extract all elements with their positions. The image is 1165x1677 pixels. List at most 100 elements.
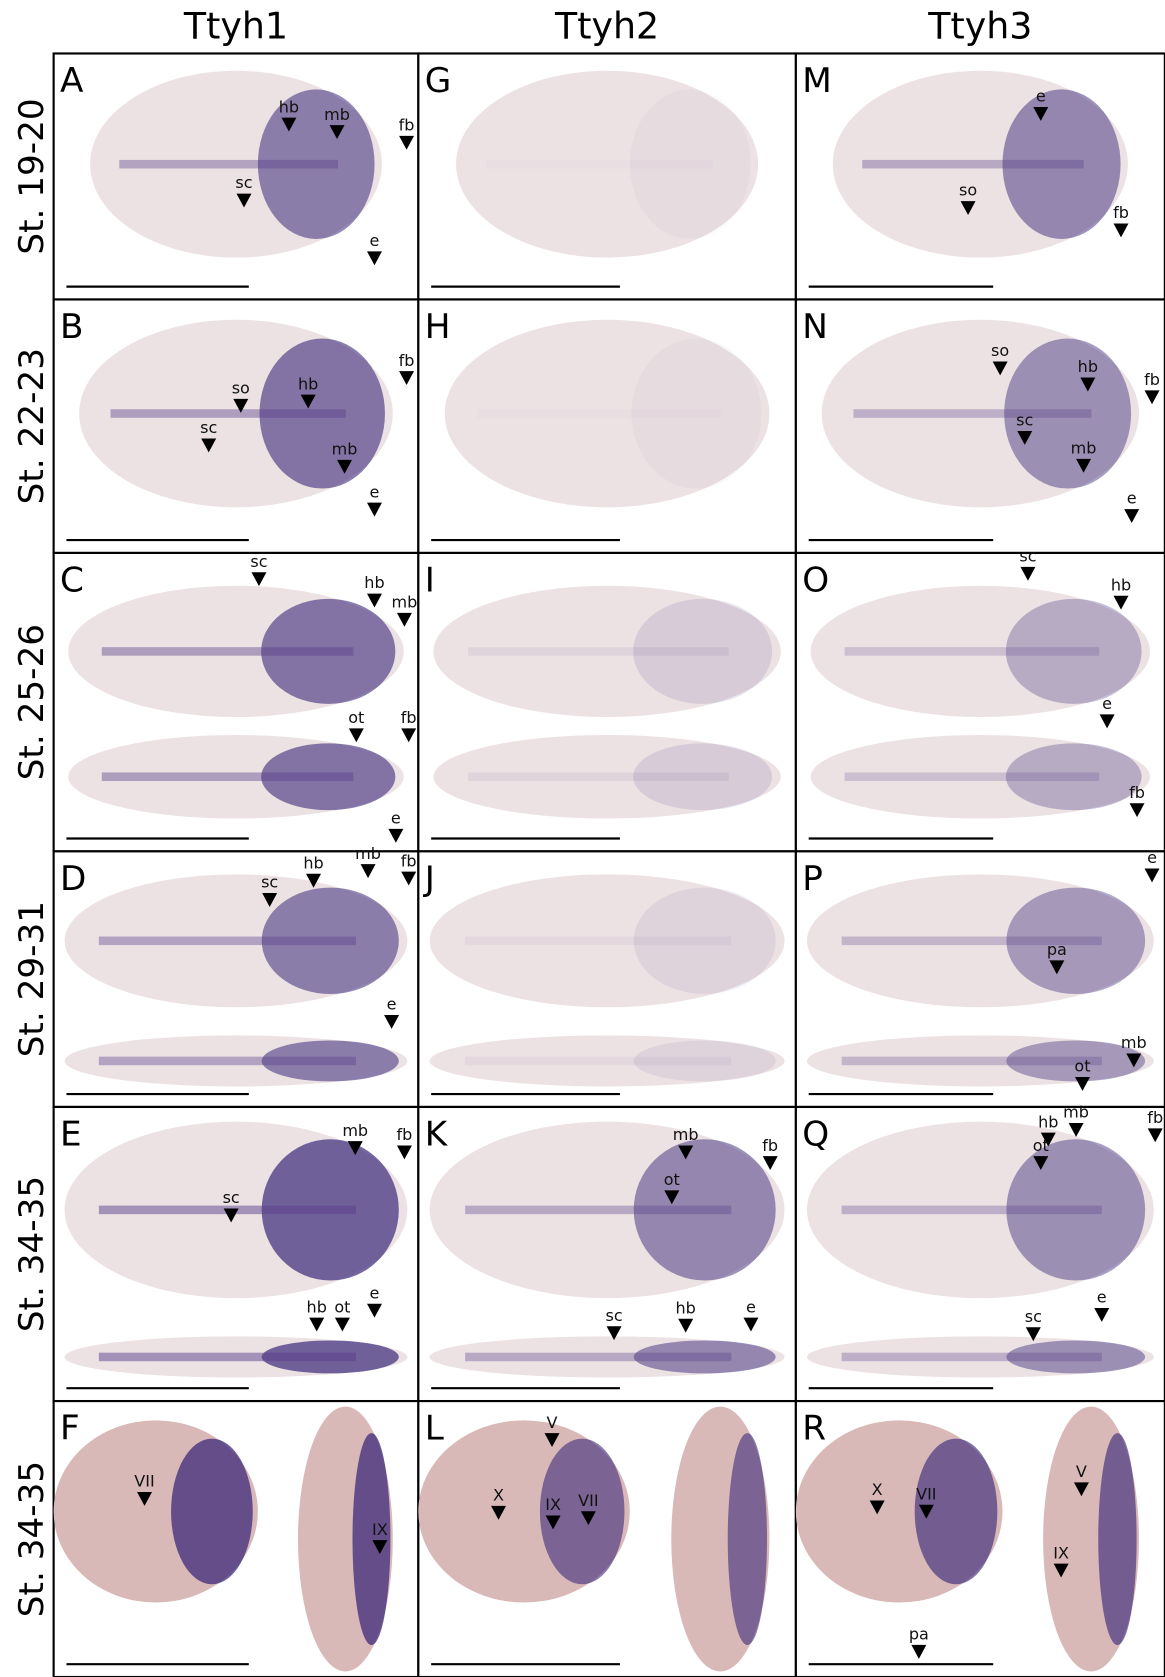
row-label: St. 25-26 (12, 624, 52, 780)
annotation: ot (1033, 1136, 1049, 1155)
stain-axis (465, 1057, 731, 1066)
annotation: fb (762, 1136, 778, 1155)
column-header: Ttyh2 (554, 5, 659, 48)
annotation: e (1127, 489, 1137, 508)
annotation: sc (605, 1306, 622, 1325)
stain-axis (99, 1353, 356, 1362)
annotation: fb (1113, 203, 1129, 222)
figure: Ttyh1Ttyh2Ttyh3St. 19-20St. 22-23St. 25-… (0, 0, 1165, 1677)
annotation: fb (1144, 370, 1160, 389)
stain-axis (486, 160, 713, 169)
annotation: IX (1053, 1543, 1069, 1562)
stain-axis (99, 937, 356, 946)
annotation: fb (397, 1125, 413, 1144)
panel-letter: F (60, 1409, 80, 1449)
stain (353, 1433, 391, 1645)
stain-axis (845, 647, 1100, 656)
panel-letter: G (425, 61, 452, 101)
annotation: ot (348, 708, 364, 727)
annotation: ot (1074, 1057, 1090, 1076)
stain-axis (119, 160, 338, 169)
panel-letter: O (802, 560, 829, 600)
annotation: mb (332, 440, 358, 459)
stain-axis (111, 409, 346, 418)
panel-letter: B (60, 307, 83, 347)
annotation: hb (676, 1298, 696, 1317)
annotation: e (391, 809, 401, 828)
stain-axis (99, 1057, 356, 1066)
panel-letter: M (802, 61, 832, 101)
annotation: IX (372, 1520, 388, 1539)
annotation: VII (578, 1491, 598, 1510)
annotation: hb (279, 97, 299, 116)
annotation: sc (261, 873, 278, 892)
annotation: mb (1121, 1033, 1147, 1052)
stain-axis (853, 409, 1091, 418)
annotation: mb (1063, 1103, 1089, 1122)
annotation: X (493, 1486, 504, 1505)
annotation: sc (1019, 546, 1036, 565)
panel-letter: L (425, 1409, 444, 1449)
annotation: mb (1071, 438, 1097, 457)
row-label: St. 29-31 (12, 901, 52, 1057)
row-label: St. 34-35 (12, 1461, 52, 1617)
annotation: ot (334, 1297, 350, 1316)
panel-letter: J (423, 859, 435, 899)
annotation: fb (399, 115, 415, 134)
panel-letter: I (425, 560, 435, 600)
annotation: pa (909, 1625, 929, 1644)
annotation: e (746, 1297, 756, 1316)
annotation: sc (235, 173, 252, 192)
stain-axis (845, 772, 1100, 781)
stain-axis (102, 647, 354, 656)
panel-letter: A (60, 61, 84, 101)
annotation: V (1076, 1462, 1087, 1481)
annotation: mb (355, 844, 381, 863)
stain-axis (842, 1206, 1102, 1215)
annotation: ot (664, 1170, 680, 1189)
annotation: fb (399, 351, 415, 370)
annotation: mb (392, 592, 418, 611)
annotation: hb (303, 853, 323, 872)
annotation: sc (1016, 411, 1033, 430)
annotation: sc (1025, 1307, 1042, 1326)
annotation: e (1147, 848, 1157, 867)
annotation: e (370, 482, 380, 501)
annotation: e (1097, 1288, 1107, 1307)
panel-letter: H (425, 307, 451, 347)
stain-axis (477, 409, 721, 418)
annotation: mb (673, 1125, 699, 1144)
stain (728, 1433, 767, 1645)
annotation: e (370, 1283, 380, 1302)
annotation: sc (223, 1188, 240, 1207)
annotation: fb (1129, 783, 1145, 802)
stain-axis (465, 937, 731, 946)
annotation: so (959, 181, 977, 200)
stain-axis (465, 1353, 731, 1362)
annotation: e (370, 231, 380, 250)
annotation: sc (250, 552, 267, 571)
stain-axis (842, 1353, 1102, 1362)
annotation: V (547, 1413, 558, 1432)
annotation: mb (324, 105, 350, 124)
annotation: hb (1078, 357, 1098, 376)
stain-axis (468, 772, 729, 781)
annotation: hb (298, 374, 318, 393)
annotation: fb (401, 851, 417, 870)
annotation: fb (1147, 1108, 1163, 1127)
annotation: sc (200, 418, 217, 437)
annotation: so (232, 379, 250, 398)
annotation: hb (1038, 1112, 1058, 1131)
stain-axis (465, 1206, 731, 1215)
panel-letter: D (60, 859, 86, 899)
stain (1098, 1433, 1136, 1645)
annotation: IX (545, 1495, 561, 1514)
stain-axis (862, 160, 1083, 169)
panel-letter: E (60, 1114, 82, 1154)
annotation: e (1036, 87, 1046, 106)
panel-letter: Q (802, 1114, 829, 1154)
annotation: hb (307, 1297, 327, 1316)
panel-letter: K (425, 1114, 449, 1154)
panel-letter: R (802, 1409, 826, 1449)
column-header: Ttyh3 (927, 5, 1032, 48)
